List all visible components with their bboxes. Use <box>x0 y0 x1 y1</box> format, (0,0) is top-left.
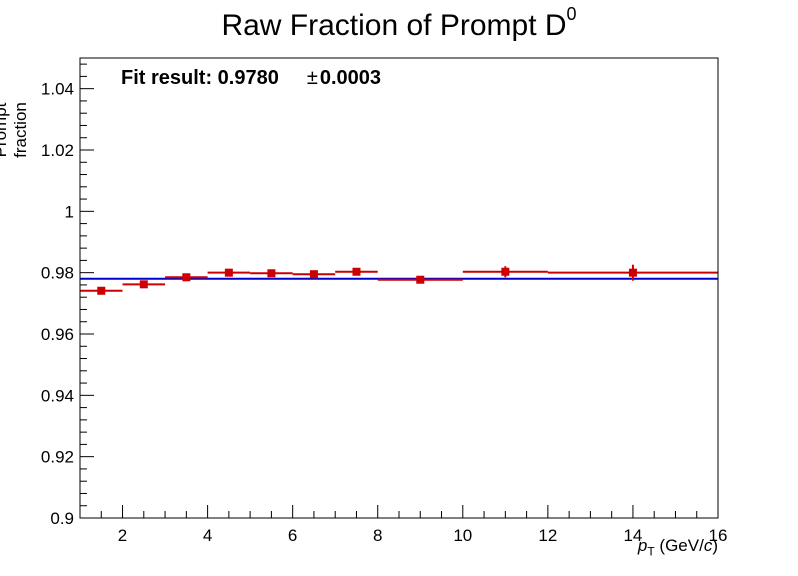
plus-minus-symbol: ± <box>306 67 318 89</box>
x-tick-label: 14 <box>623 526 642 545</box>
data-point <box>292 270 336 279</box>
point-marker <box>628 268 637 277</box>
x-tick-label: 10 <box>453 526 472 545</box>
x-tick-label: 8 <box>373 526 382 545</box>
y-tick-label: 1.04 <box>41 80 74 99</box>
data-point <box>207 268 251 277</box>
x-axis-unit-open: (GeV/ <box>654 536 704 555</box>
y-tick-label: 0.94 <box>41 386 74 405</box>
y-tick-label: 0.98 <box>41 264 74 283</box>
x-tick-labels: 2 4 6 8 10 12 14 16 <box>118 526 728 545</box>
fit-result-annotation: Fit result: 0.9780 ±0.0003 <box>121 67 381 90</box>
point-marker <box>416 275 425 284</box>
data-point <box>80 286 123 295</box>
point-marker <box>309 270 318 279</box>
fit-result-error: 0.0003 <box>319 67 381 89</box>
data-point <box>462 266 548 278</box>
axis-ticks <box>79 63 719 519</box>
fit-result-label: Fit result: 0.9780 <box>121 67 279 89</box>
x-tick-label: 6 <box>288 526 297 545</box>
x-tick-label: 16 <box>709 526 728 545</box>
x-tick-label: 2 <box>118 526 127 545</box>
point-marker <box>97 286 106 295</box>
y-tick-label: 0.92 <box>41 448 74 467</box>
y-tick-label: 0.9 <box>50 509 74 528</box>
x-axis-subscript: T <box>647 544 655 559</box>
x-axis-label: pT (GeV/c) <box>638 536 718 558</box>
chart-title: Raw Fraction of Prompt D0 <box>0 4 798 43</box>
x-tick-label: 4 <box>203 526 212 545</box>
data-point <box>250 269 293 278</box>
x-tick-label: 12 <box>538 526 557 545</box>
point-marker <box>182 273 191 282</box>
plot-frame <box>79 57 719 519</box>
data-point <box>122 280 166 289</box>
point-marker <box>267 269 276 278</box>
data-point <box>335 267 378 276</box>
point-marker <box>501 267 510 276</box>
title-superscript: 0 <box>566 4 577 24</box>
y-tick-labels: 0.9 0.92 0.94 0.96 0.98 1 1.02 1.04 <box>41 80 74 528</box>
point-marker <box>224 268 233 277</box>
y-tick-label: 1 <box>65 202 74 221</box>
y-tick-label: 0.96 <box>41 325 74 344</box>
y-tick-label: 1.02 <box>41 141 74 160</box>
data-point <box>547 264 718 281</box>
point-marker <box>352 267 361 276</box>
data-point <box>377 275 463 284</box>
x-axis-unit-close: ) <box>712 536 718 555</box>
x-axis-variable: p <box>637 536 648 555</box>
data-point <box>165 273 208 282</box>
title-text: Raw Fraction of Prompt D <box>221 9 567 42</box>
point-marker <box>139 280 148 289</box>
y-axis-label: Prompt fraction <box>0 102 30 158</box>
x-axis-unit-c: c <box>703 536 713 555</box>
data-points <box>80 264 718 295</box>
